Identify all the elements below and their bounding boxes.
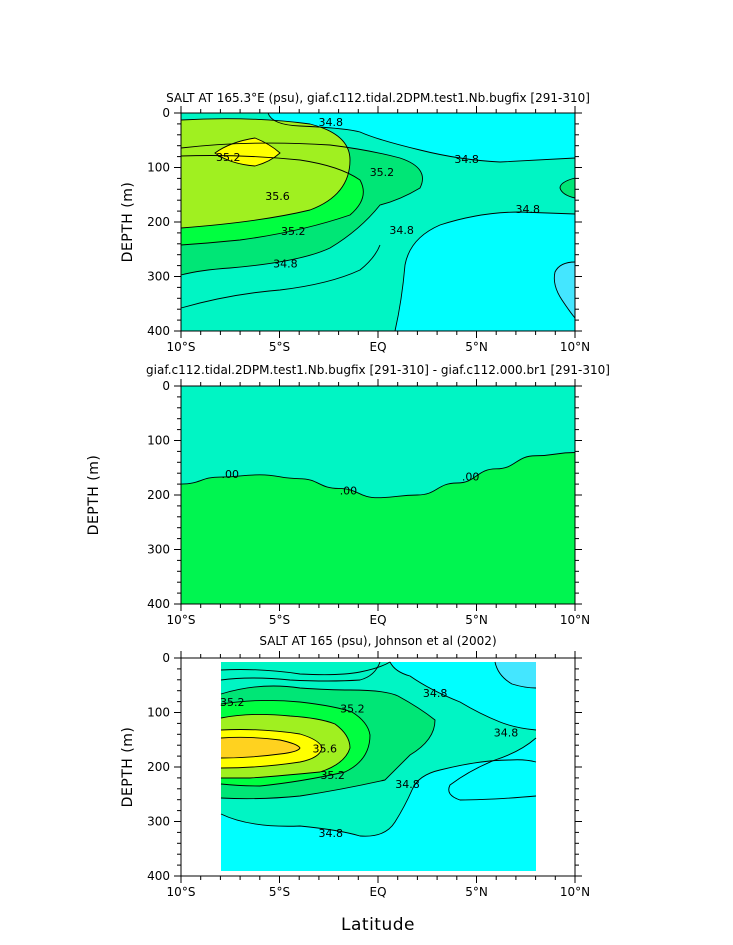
contour-label: 35.2 [370,166,395,179]
p1-fill-freshest [554,262,575,318]
p3-fill-35-8 [221,737,300,758]
contour-label: 35.2 [216,151,241,164]
panel-middle: giaf.c112.tidal.2DPM.test1.Nb.bugfix [29… [86,363,610,627]
p3-fill-fresh-east [448,738,536,800]
panel-top: SALT AT 165.3°E (psu), giaf.c112.tidal.2… [120,91,590,354]
x-tick-label: EQ [369,613,386,627]
x-tick-label: 5°N [465,340,488,354]
contour-label: 34.8 [389,224,414,237]
x-tick-label: 5°S [269,613,290,627]
y-tick-label: 200 [147,215,170,229]
x-tick-label: EQ [369,885,386,899]
contour-label: 35.6 [265,190,290,203]
contour-label: 34.8 [454,153,479,166]
panel-bottom-plot: 34.8 35.2 35.2 34.8 35.6 35.2 34.8 34.8 10°S 5°S… [147,651,590,899]
p1-fill-fresh-se [395,212,575,331]
x-tick-label: 10°N [560,885,590,899]
y-tick-label: 300 [147,815,170,829]
x-tick-label: 5°S [269,885,290,899]
y-tick-label: 300 [147,543,170,557]
panel-top-ylabel: DEPTH (m) [120,182,136,263]
contour-label: 34.8 [494,726,519,739]
panel-middle-ylabel: DEPTH (m) [86,455,102,536]
p3-contour-labels: 34.8 35.2 35.2 34.8 35.6 35.2 34.8 34.8 [220,687,519,840]
contour-label: 35.2 [340,702,365,715]
panel-top-title: SALT AT 165.3°E (psu), giaf.c112.tidal.2… [166,91,590,105]
contour-label: .00 [462,471,480,484]
x-tick-label: 10°N [560,340,590,354]
p3-fill-freshest [495,662,536,688]
y-tick-label: 100 [147,161,170,175]
p1-fill-fresh-east [268,113,575,162]
p3-ticks: 10°S 5°S EQ 5°N 10°N 0 100 200 300 400 [147,651,590,899]
p3-fill-fresh-ne [390,662,536,730]
y-tick-label: 400 [147,324,170,338]
y-tick-label: 200 [147,760,170,774]
contour-label: 35.6 [313,743,338,756]
panel-bottom-title: SALT AT 165 (psu), Johnson et al (2002) [259,634,496,648]
panel-middle-title: giaf.c112.tidal.2DPM.test1.Nb.bugfix [29… [146,363,610,377]
contour-label: 34.8 [515,203,540,216]
contour-label: 34.8 [395,778,420,791]
contour-label: 35.2 [281,225,306,238]
contour-label: 35.2 [220,696,245,709]
p2-ticks: 10°S 5°S EQ 5°N 10°N 0 100 200 300 400 [147,379,590,627]
p1-ticks: 10°S 5°S EQ 5°N 10°N 0 100 200 300 400 [147,106,590,354]
p1-fill-35-6 [215,138,280,166]
y-tick-label: 400 [147,869,170,883]
y-tick-label: 400 [147,597,170,611]
y-tick-label: 0 [162,106,170,120]
x-tick-label: 10°S [167,885,196,899]
p2-contour-labels: .00 .00 .00 [222,468,480,497]
y-tick-label: 100 [147,434,170,448]
contour-label: 34.8 [273,258,298,271]
p1-contour-labels: 34.8 35.2 34.8 35.2 35.6 34.8 34.8 35.2 34.8 [216,116,540,271]
x-tick-label: 5°N [465,885,488,899]
y-tick-label: 200 [147,488,170,502]
p2-zero-contour [180,452,576,499]
panel-top-plot: 34.8 35.2 34.8 35.2 35.6 34.8 34.8 35.2 34.8 10°… [147,106,590,354]
contour-label: 34.8 [318,116,343,129]
contour-label: 35.2 [320,769,345,782]
y-tick-label: 100 [147,706,170,720]
contour-label: 34.8 [318,827,343,840]
contour-label: 34.8 [423,687,448,700]
y-tick-label: 0 [162,379,170,393]
x-tick-label: EQ [369,340,386,354]
x-axis-label: Latitude [341,915,415,935]
panel-middle-plot: .00 .00 .00 10°S 5°S EQ 5°N 10°N 0 100 200 300 400 [147,379,590,627]
x-tick-label: 10°N [560,613,590,627]
x-tick-label: 5°S [269,340,290,354]
contour-label: .00 [222,468,240,481]
y-tick-label: 300 [147,270,170,284]
p2-fill-positive [181,452,575,604]
y-tick-label: 0 [162,651,170,665]
x-tick-label: 5°N [465,613,488,627]
p1-fill-35-4 [181,118,350,228]
p3-contour-lines [220,661,537,837]
x-tick-label: 10°S [167,340,196,354]
p1-contour-lines [180,112,576,332]
x-tick-label: 10°S [167,613,196,627]
panel-bottom-ylabel: DEPTH (m) [120,727,136,808]
panel-bottom: SALT AT 165 (psu), Johnson et al (2002) [120,634,590,899]
contour-label: .00 [340,484,358,497]
